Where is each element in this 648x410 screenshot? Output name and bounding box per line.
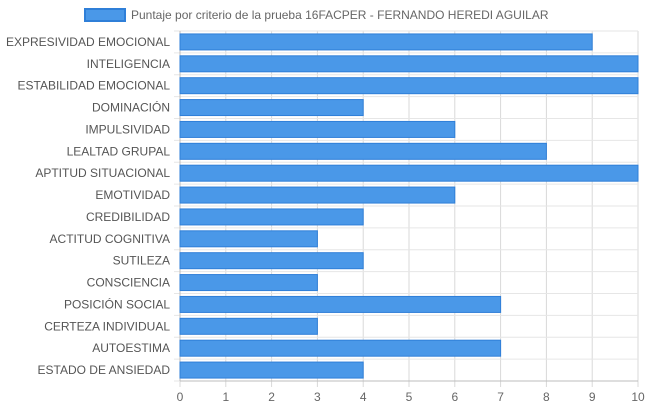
bar[interactable] [179,99,364,117]
legend-swatch [84,8,126,22]
category-label: CREDIBILIDAD [86,210,170,224]
x-tick-label: 7 [497,390,504,404]
bar[interactable] [179,208,364,226]
category-label: ACTITUD COGNITIVA [50,232,170,246]
category-label: SUTILEZA [113,254,170,268]
bar[interactable] [179,252,364,270]
category-label: ESTADO DE ANSIEDAD [38,363,171,377]
category-label: IMPULSIVIDAD [85,122,170,136]
x-tick-label: 6 [451,390,458,404]
category-label: LEALTAD GRUPAL [67,144,171,158]
category-labels: EXPRESIVIDAD EMOCIONAL INTELIGENCIA ESTABI… [6,35,170,377]
x-tick-label: 9 [589,390,596,404]
bar[interactable] [179,339,502,357]
legend[interactable]: Puntaje por criterio de la prueba 16FACP… [84,8,549,22]
x-tick-label: 0 [177,390,184,404]
category-label: DOMINACIÓN [92,100,170,115]
bars [179,33,639,379]
x-tick-label: 2 [268,390,275,404]
bar[interactable] [179,164,639,182]
bar[interactable] [179,142,547,160]
category-label: EXPRESIVIDAD EMOCIONAL [6,35,170,49]
x-tick-label: 1 [222,390,229,404]
category-label: INTELIGENCIA [87,57,170,71]
bar[interactable] [179,317,318,335]
category-label: EMOTIVIDAD [95,188,170,202]
category-label: APTITUD SITUACIONAL [35,166,170,180]
x-tick-label: 10 [631,390,645,404]
category-label: AUTOESTIMA [92,341,170,355]
x-tick-label: 5 [406,390,413,404]
bar[interactable] [179,120,456,138]
category-label: POSICIÓN SOCIAL [64,296,170,311]
bar[interactable] [179,33,593,51]
bar[interactable] [179,186,456,204]
bar[interactable] [179,230,318,248]
x-tick-label: 8 [543,390,550,404]
x-tick-label: 3 [314,390,321,404]
bar[interactable] [179,77,639,95]
x-tick-labels: 0 1 2 3 4 5 6 7 8 9 10 [177,390,645,404]
bar[interactable] [179,295,502,313]
bar[interactable] [179,361,364,379]
category-label: ESTABILIDAD EMOCIONAL [18,79,171,93]
x-tick-label: 4 [360,390,367,404]
bar[interactable] [179,274,318,292]
category-label: CERTEZA INDIVIDUAL [44,319,170,333]
legend-label: Puntaje por criterio de la prueba 16FACP… [131,8,549,22]
category-label: CONSCIENCIA [87,276,170,290]
bar[interactable] [179,55,639,73]
